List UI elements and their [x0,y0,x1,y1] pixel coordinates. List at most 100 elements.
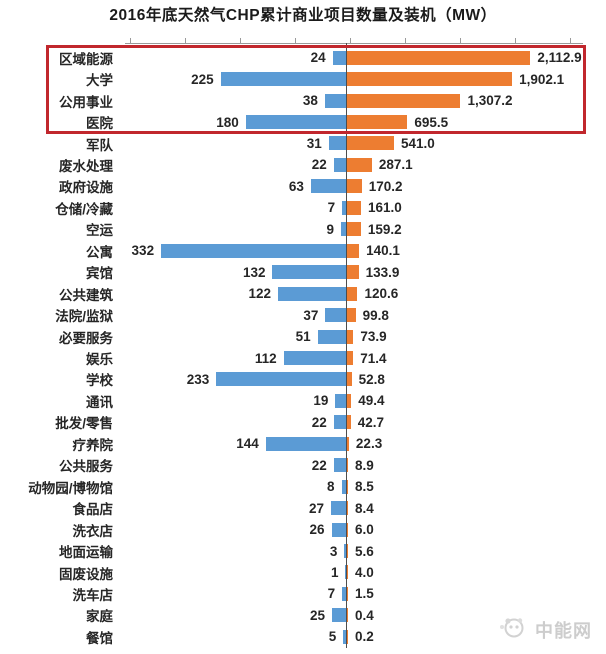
project-count-label: 180 [216,114,239,130]
chart-title: 2016年底天然气CHP累计商业项目数量及装机（MW） [109,7,497,24]
chart-row: 通讯 19 49.4 [0,390,606,411]
project-count-label: 22 [311,414,327,430]
project-count-label: 144 [236,436,259,452]
chart-row: 区域能源 24 2,112.9 [0,47,606,68]
category-label: 空运 [86,223,113,239]
category-label: 仓储/冷藏 [55,201,113,217]
project-count-label: 24 [310,50,326,66]
category-label: 医院 [86,116,113,132]
capacity-bar [347,501,348,516]
project-count-bar [345,565,346,580]
category-label: 固废设施 [59,566,113,582]
category-label: 法院/监狱 [55,309,113,325]
chart-row: 政府设施 63 170.2 [0,176,606,197]
capacity-value-label: 8.5 [355,479,374,495]
watermark: 中能网 [498,615,592,644]
project-count-label: 31 [306,136,322,152]
project-count-bar [325,308,346,323]
capacity-value-label: 1.5 [355,586,374,602]
chart-row: 军队 31 541.0 [0,133,606,154]
category-label: 学校 [86,373,113,389]
project-count-bar [272,265,346,280]
category-label: 批发/零售 [55,416,113,432]
project-count-bar [333,458,346,473]
project-count-label: 8 [327,479,335,495]
chart-row: 疗养院 144 22.3 [0,433,606,454]
chart-row: 娱乐 112 71.4 [0,347,606,368]
project-count-label: 51 [295,329,311,345]
capacity-value-label: 1,307.2 [467,93,513,109]
category-label: 公用事业 [59,94,113,110]
capacity-value-label: 2,112.9 [537,50,582,66]
category-label: 公共建筑 [59,287,113,303]
watermark-text: 中能网 [535,620,592,641]
top-axis-line [125,43,583,44]
chart-row: 家庭 25 0.4 [0,605,606,626]
capacity-value-label: 8.9 [355,457,374,473]
project-count-label: 7 [327,200,336,216]
capacity-value-label: 52.8 [358,371,385,387]
project-count-bar [283,350,346,365]
capacity-bar [347,329,354,344]
axis-tick [350,38,351,43]
project-count-bar [333,415,346,430]
capacity-value-label: 6.0 [355,522,374,538]
center-axis-line [346,43,347,648]
project-count-bar [344,544,346,559]
capacity-bar [347,565,348,580]
category-label: 疗养院 [72,437,114,453]
chart-row: 废水处理 22 287.1 [0,154,606,175]
capacity-bar [347,179,362,194]
capacity-value-label: 99.8 [362,307,389,323]
capacity-bar [347,308,356,323]
category-label: 军队 [86,137,113,153]
capacity-bar [347,436,349,451]
capacity-value-label: 695.5 [414,114,449,130]
capacity-bar [347,157,372,172]
capacity-value-label: 5.6 [355,543,374,559]
category-label: 废水处理 [59,158,113,174]
capacity-bar [347,522,348,537]
capacity-bar [347,372,352,387]
project-count-label: 27 [308,500,324,516]
category-label: 宾馆 [86,266,113,282]
project-count-bar [332,50,346,65]
capacity-value-label: 133.9 [365,264,400,280]
chart-row: 大学 225 1,902.1 [0,68,606,89]
chart-row: 公用事业 38 1,307.2 [0,90,606,111]
capacity-value-label: 4.0 [355,565,374,581]
project-count-bar [342,586,346,601]
project-count-bar [310,179,346,194]
project-count-bar [161,243,346,258]
category-label: 大学 [86,73,113,89]
project-count-label: 332 [131,243,155,259]
capacity-value-label: 140.1 [366,243,400,259]
project-count-bar [245,115,346,130]
chart-row: 批发/零售 22 42.7 [0,412,606,433]
category-label: 政府设施 [59,180,113,196]
chart-row: 法院/监狱 37 99.8 [0,304,606,325]
project-count-bar [278,286,346,301]
project-count-label: 3 [329,543,338,559]
panda-logo-icon [498,615,528,644]
category-label: 公共服务 [59,459,113,475]
capacity-bar [347,544,348,559]
project-count-label: 22 [311,157,327,173]
capacity-value-label: 71.4 [360,350,387,366]
project-count-bar [342,200,346,215]
project-count-label: 122 [248,286,272,302]
chart-row: 公寓 332 140.1 [0,240,606,261]
project-count-bar [333,157,346,172]
capacity-value-label: 49.4 [358,393,385,409]
chart-row: 固废设施 1 4.0 [0,562,606,583]
category-label: 娱乐 [86,352,113,368]
chart-row: 洗衣店 26 6.0 [0,519,606,540]
project-count-label: 25 [310,607,326,623]
chart-row: 洗车店 7 1.5 [0,583,606,604]
capacity-bar [347,350,354,365]
axis-tick [460,38,461,43]
chart-row: 食品店 27 8.4 [0,497,606,518]
project-count-bar [324,93,346,108]
